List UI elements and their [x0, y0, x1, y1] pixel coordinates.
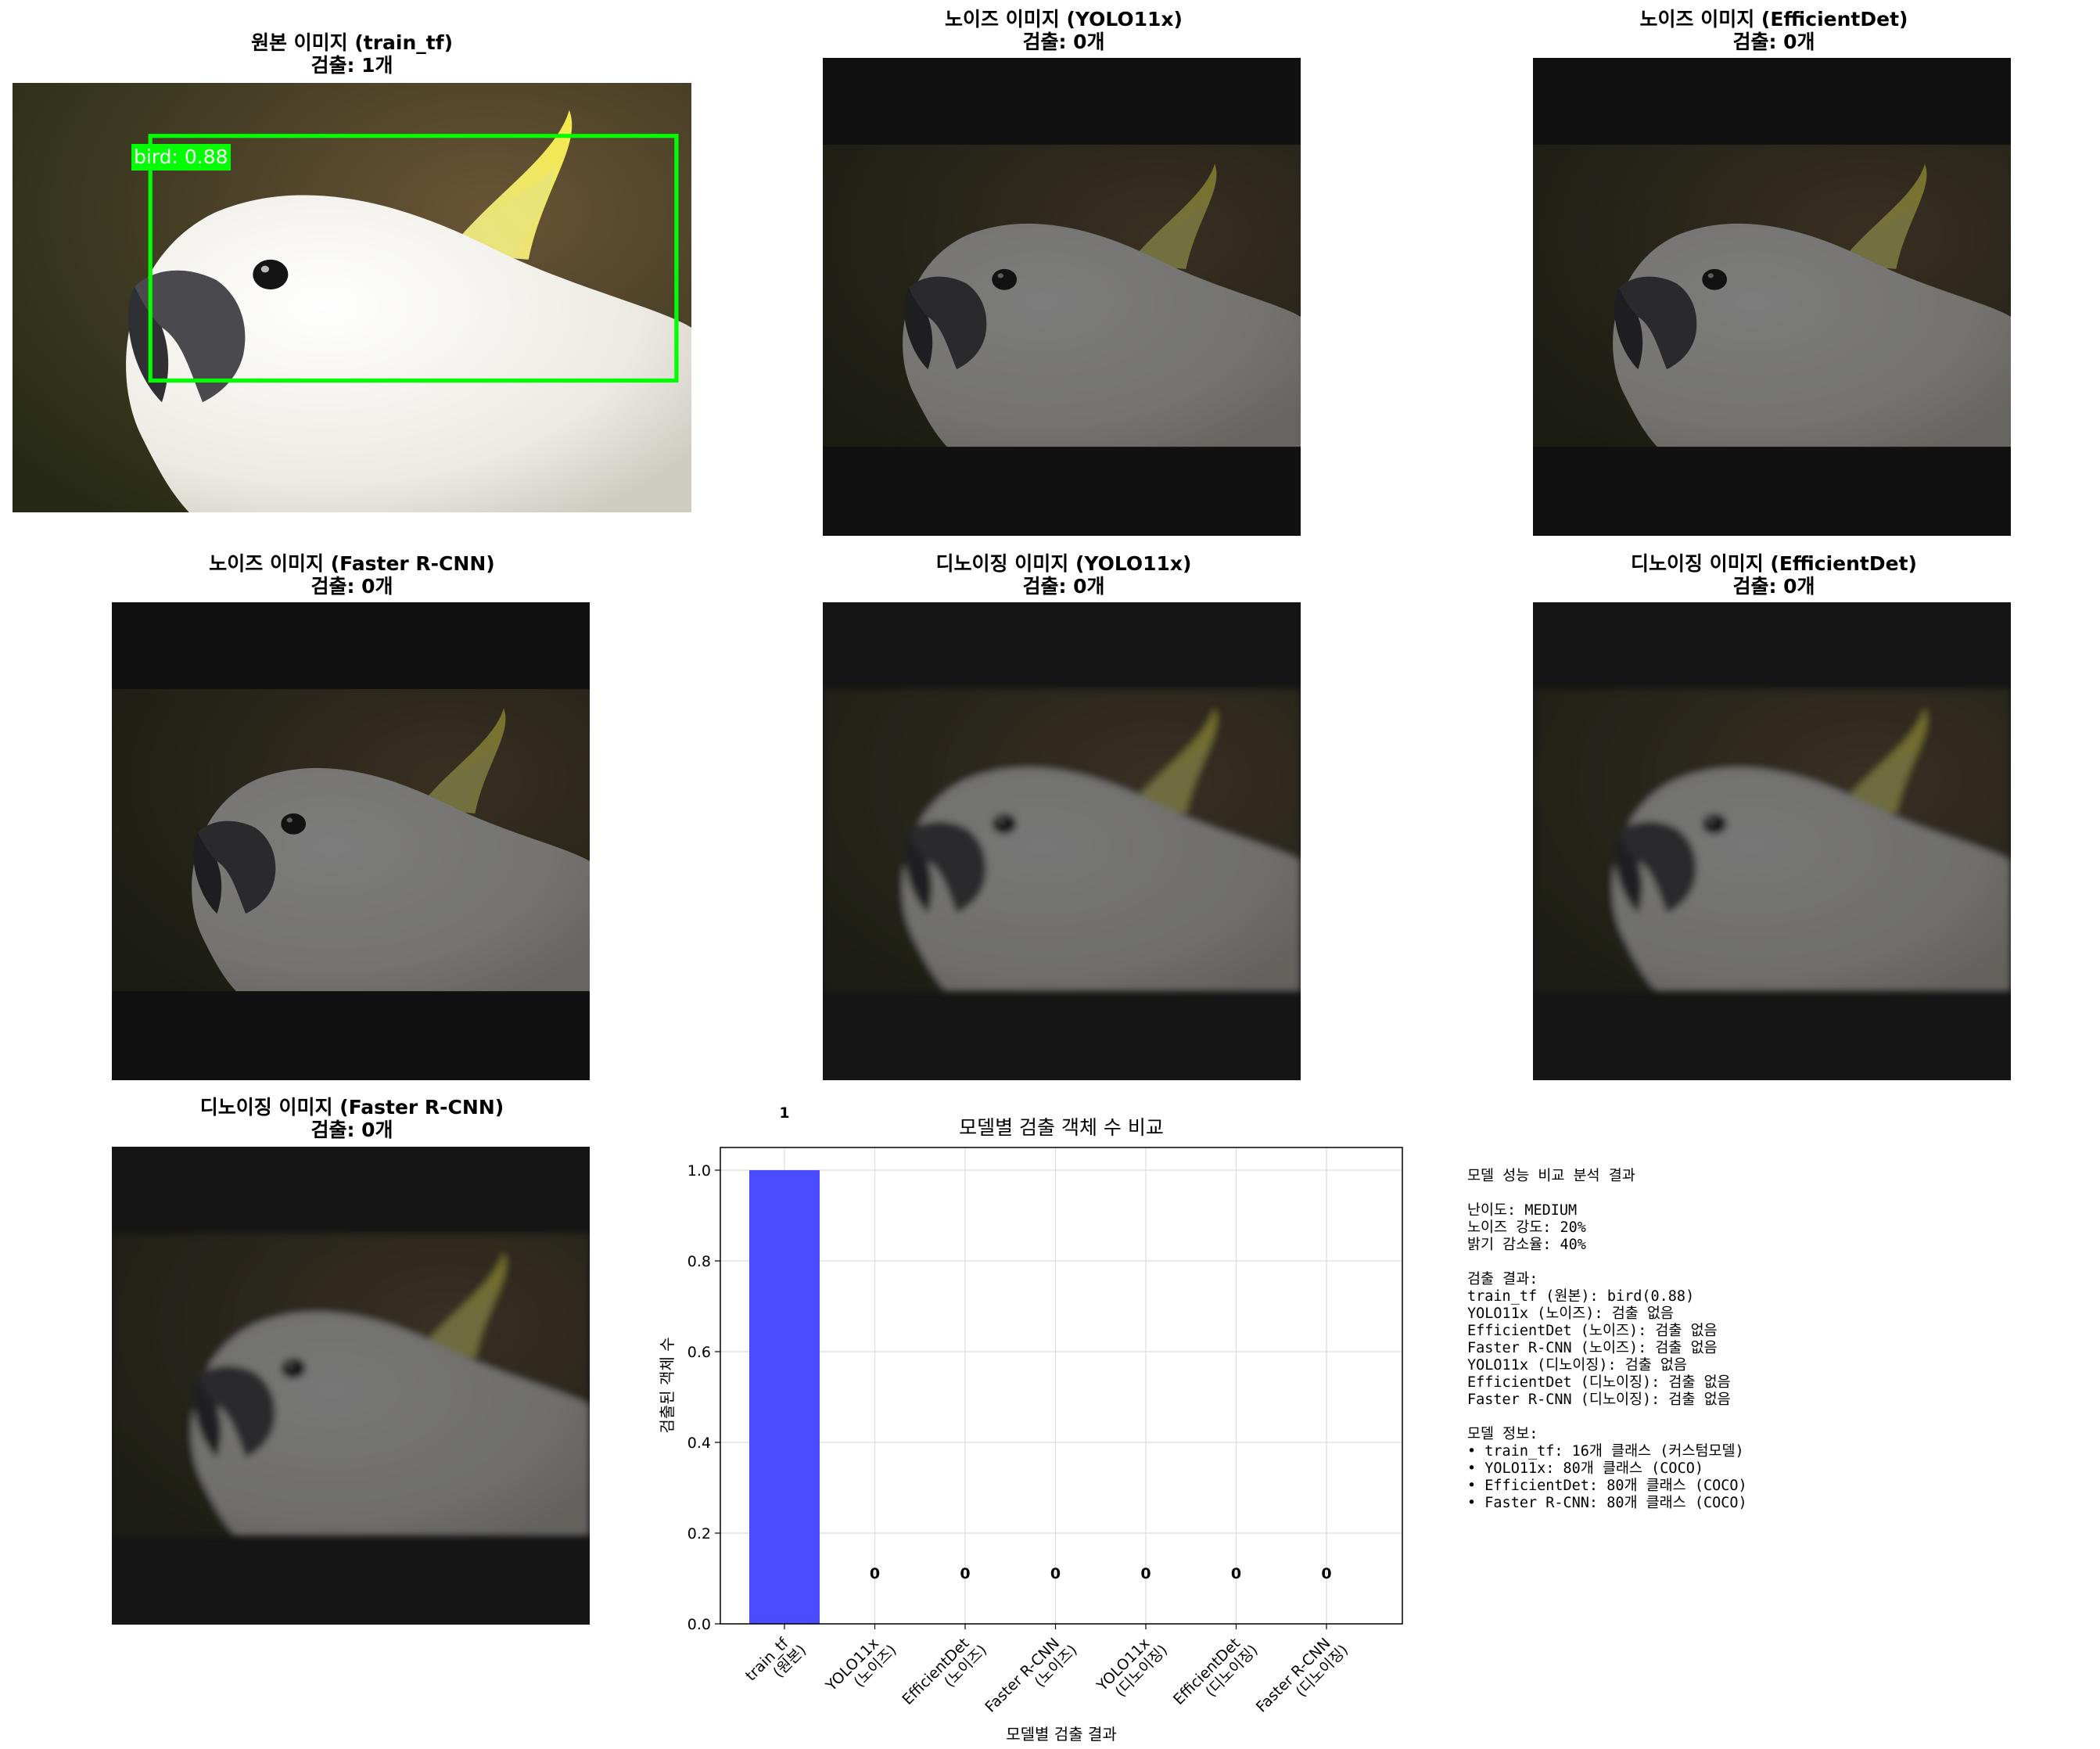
data-label: 0: [870, 1565, 880, 1582]
chart-frame: [720, 1147, 1403, 1625]
panel-title-noise-frcnn: 노이즈 이미지 (Faster R-CNN) 검출: 0개: [0, 552, 704, 598]
chart-xticks: train_tf(원본) YOLO11x(노이즈)EfficientDet(노이즈…: [742, 1624, 1352, 1728]
panel-title-original: 원본 이미지 (train_tf) 검출: 1개: [13, 31, 691, 77]
info-line: 모델 정보:: [1467, 1426, 1538, 1442]
noise-image-efficientdet: [1533, 58, 2011, 536]
panel-count-text: 검출: 0개: [1022, 575, 1105, 598]
info-line: EfficientDet (노이즈): 검출 없음: [1467, 1323, 1718, 1339]
x-tick-label: train_tf(원본): [742, 1629, 809, 1697]
chart-grid: [720, 1147, 1402, 1625]
panel-title-text: 원본 이미지 (train_tf): [250, 31, 454, 54]
data-label: 0: [960, 1565, 970, 1582]
panel-title-text: 디노이징 이미지 (YOLO11x): [935, 552, 1192, 575]
panel-count-text: 검출: 0개: [1732, 575, 1815, 598]
original-image: bird: 0.88: [13, 83, 691, 512]
denoised-image-faster-rcnn: [112, 1147, 590, 1625]
panel-title-text: 디노이징 이미지 (EfficientDet): [1631, 552, 1917, 575]
panel-count-text: 검출: 0개: [1022, 31, 1105, 53]
info-line: 난이도: MEDIUM: [1467, 1202, 1578, 1219]
x-tick-label: YOLO11x(노이즈): [822, 1629, 900, 1708]
y-tick-label: 0.6: [687, 1344, 711, 1361]
panel-title-text: 디노이징 이미지 (Faster R-CNN): [199, 1096, 504, 1119]
data-label: 0: [1231, 1565, 1241, 1582]
info-line: [1467, 1254, 1747, 1271]
x-tick-label: EfficientDet(노이즈): [899, 1629, 990, 1721]
noise-image-yolo: [823, 58, 1301, 536]
y-tick-label: 0.0: [687, 1616, 711, 1633]
denoised-image-efficientdet: [1533, 602, 2011, 1080]
chart-data-labels: 1 0 0 0 0 0 0: [779, 1104, 1331, 1582]
data-label: 0: [1321, 1565, 1331, 1582]
x-tick-label: Faster R-CNN(노이즈): [982, 1629, 1080, 1728]
panel-title-text: 노이즈 이미지 (YOLO11x): [945, 8, 1183, 31]
info-line: Faster R-CNN (노이즈): 검출 없음: [1467, 1340, 1718, 1356]
info-line: • YOLO11x: 80개 클래스 (COCO): [1467, 1460, 1703, 1477]
data-label: 1: [779, 1104, 789, 1122]
info-line: [1467, 1185, 1747, 1202]
info-line: 모델 성능 비교 분석 결과: [1467, 1168, 1635, 1184]
y-tick-label: 1.0: [687, 1162, 711, 1180]
panel-count-text: 검출: 0개: [311, 575, 393, 598]
y-tick-label: 0.4: [687, 1435, 711, 1452]
info-line: EfficientDet (디노이징): 검출 없음: [1467, 1374, 1731, 1391]
panel-title-noise-effdet: 노이즈 이미지 (EfficientDet) 검출: 0개: [1422, 8, 2100, 53]
noise-image-faster-rcnn: [112, 602, 590, 1080]
bar: [749, 1170, 820, 1624]
chart-bars: [749, 1170, 820, 1624]
y-tick-label: 0.2: [687, 1525, 711, 1542]
panel-title-denoise-yolo: 디노이징 이미지 (YOLO11x) 검출: 0개: [712, 552, 1416, 598]
chart-title: 모델별 검출 객체 수 비교: [959, 1116, 1164, 1139]
panel-title-denoise-effdet: 디노이징 이미지 (EfficientDet) 검출: 0개: [1422, 552, 2100, 598]
data-label: 0: [1140, 1565, 1151, 1582]
info-line: 노이즈 강도: 20%: [1467, 1219, 1586, 1236]
info-line: • EfficientDet: 80개 클래스 (COCO): [1467, 1478, 1747, 1494]
info-line: train_tf (원본): bird(0.88): [1467, 1288, 1695, 1305]
x-tick-label: EfficientDet(디노이징): [1170, 1629, 1262, 1721]
panel-title-denoise-frcnn: 디노이징 이미지 (Faster R-CNN) 검출: 0개: [0, 1096, 704, 1141]
info-line: YOLO11x (디노이징): 검출 없음: [1467, 1357, 1687, 1374]
y-tick-label: 0.8: [687, 1253, 711, 1270]
info-line: Faster R-CNN (디노이징): 검출 없음: [1467, 1392, 1731, 1408]
x-tick-label: Faster R-CNN(디노이징): [1253, 1629, 1352, 1728]
chart-ylabel: 검출된 객체 수: [658, 1337, 677, 1433]
chart-yticks: 0.0 0.2 0.4 0.6 0.8 1.0: [687, 1162, 720, 1633]
detection-box: [148, 134, 679, 383]
panel-count-text: 검출: 0개: [311, 1119, 393, 1141]
info-line: 검출 결과:: [1467, 1271, 1538, 1288]
panel-title-text: 노이즈 이미지 (Faster R-CNN): [209, 552, 495, 575]
panel-count-text: 검출: 1개: [311, 54, 393, 77]
data-label: 0: [1050, 1565, 1061, 1582]
panel-title-noise-yolo: 노이즈 이미지 (YOLO11x) 검출: 0개: [712, 8, 1416, 53]
panel-title-text: 노이즈 이미지 (EfficientDet): [1639, 8, 1908, 31]
chart-xlabel: 모델별 검출 결과: [1006, 1725, 1117, 1744]
info-line: [1467, 1409, 1747, 1426]
x-tick-label: YOLO11x(디노이징): [1093, 1629, 1172, 1708]
info-line: 밝기 감소율: 40%: [1467, 1237, 1586, 1253]
info-line: • train_tf: 16개 클래스 (커스텀모델): [1467, 1443, 1744, 1460]
panel-count-text: 검출: 0개: [1732, 31, 1815, 53]
info-line: • Faster R-CNN: 80개 클래스 (COCO): [1467, 1495, 1747, 1511]
detection-label: bird: 0.88: [131, 144, 231, 171]
info-line: YOLO11x (노이즈): 검출 없음: [1467, 1305, 1674, 1322]
denoised-image-yolo: [823, 602, 1301, 1080]
